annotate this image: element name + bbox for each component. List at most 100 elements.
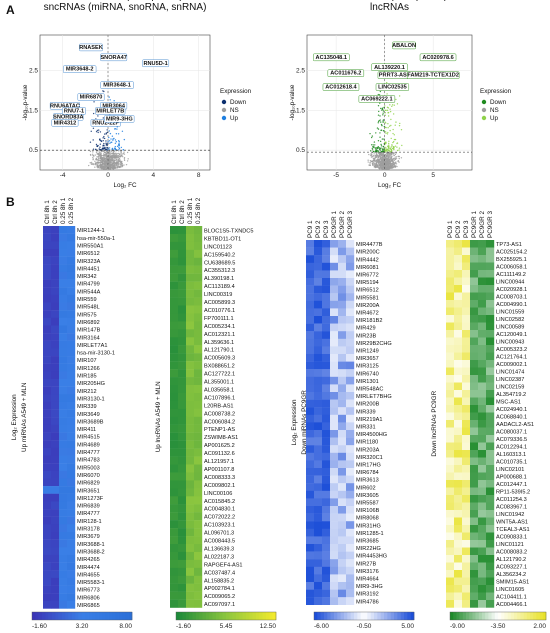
down-mirna-heatmap-cell	[322, 582, 331, 590]
up-lncrna-heatmap-cell	[186, 575, 195, 584]
snc-volcano-point	[113, 164, 115, 167]
down-lncrna-heatmap-cell	[446, 427, 455, 436]
up-lncrna-heatmap-cell	[178, 416, 187, 425]
lnc-volcano-point	[391, 104, 394, 106]
down-mirna-heatmap-cell	[314, 452, 323, 461]
up-lncrna-heatmap-cell	[178, 583, 187, 592]
lnc-volcano-point	[377, 165, 379, 167]
snc-volcano-point	[118, 160, 120, 163]
lnc-volcano-point	[394, 162, 397, 164]
down-lncrna-heatmap-row-label: LINC01605	[496, 587, 524, 593]
down-lncrna-heatmap-cell	[478, 427, 487, 436]
down-mirna-heatmap-cell	[338, 430, 347, 438]
down-lncrna-heatmap-cell	[462, 495, 471, 503]
down-mirna-heatmap-cell	[306, 460, 315, 469]
up-mirna-heatmap-col-header: Ctrl 8h 2	[52, 200, 59, 224]
up-lncrna-heatmap-cell	[186, 591, 195, 600]
up-mirna-heatmap-cell	[67, 248, 76, 257]
up-mirna-heatmap-cell	[51, 470, 60, 479]
snc-volcano-point	[116, 155, 118, 158]
down-mirna-heatmap-cell	[306, 316, 315, 324]
up-mirna-heatmap-cell	[51, 256, 60, 265]
up-lncrna-heatmap-cell	[186, 400, 195, 410]
snc-volcano-point	[92, 112, 95, 115]
down-lncrna-heatmap-cell	[470, 352, 479, 361]
snc-volcano-point	[113, 128, 116, 130]
down-lncrna-heatmap-row-label: AC010735.1	[496, 460, 527, 466]
up-mirna-heatmap-row-label: MIR3689B	[77, 419, 104, 425]
lnc-volcano-point	[382, 108, 384, 110]
lnc-volcano-point	[379, 121, 382, 123]
snc-volcano-point	[118, 146, 120, 149]
up-mirna-heatmap-cell	[43, 432, 52, 441]
up-lncrna-heatmap-cell	[178, 273, 187, 282]
snc-volcano-point	[122, 149, 125, 151]
down-mirna-heatmap-cell	[322, 285, 331, 294]
snc-volcano-point	[101, 160, 104, 163]
up-lncrna-heatmap-cell	[170, 440, 179, 449]
up-lncrna-heatmap-cell	[194, 512, 203, 521]
snc-volcano-point	[107, 140, 109, 143]
down-lncrna-heatmap-row-label: LINC02387	[496, 377, 524, 383]
down-mirna-heatmap-cell	[322, 240, 331, 248]
up-lncrna-heatmap-scale-step	[189, 612, 193, 620]
down-lncrna-heatmap-cell	[478, 405, 487, 413]
up-mirna-heatmap-cell	[67, 379, 76, 387]
lnc-volcano-point	[378, 164, 381, 167]
down-mirna-heatmap-cell	[322, 437, 331, 446]
down-mirna-heatmap-cell	[322, 528, 331, 537]
down-lncrna-heatmap-cell	[454, 420, 463, 428]
up-mirna-heatmap-cell	[67, 516, 76, 525]
down-mirna-heatmap-cell	[306, 536, 315, 545]
down-lncrna-heatmap-scale-step	[472, 612, 476, 620]
snc-volcano-point	[119, 163, 122, 166]
lnc-volcano-point	[378, 94, 381, 96]
lnc-volcano-point	[393, 149, 395, 151]
down-mirna-heatmap-row-label: MIR3657	[356, 356, 379, 362]
lnc-volcano-point	[370, 144, 373, 146]
snc-volcano-point	[113, 156, 116, 158]
snc-volcano-point	[97, 115, 99, 117]
down-lncrna-heatmap-cell	[446, 435, 455, 443]
up-lncrna-heatmap-cell	[186, 456, 195, 465]
down-mirna-heatmap-cell	[306, 574, 315, 583]
down-lncrna-heatmap-cell	[478, 592, 487, 601]
lnc-volcano-label-box	[358, 95, 396, 103]
down-mirna-heatmap-cell	[314, 437, 323, 446]
down-mirna-heatmap-cell	[338, 278, 347, 286]
down-lncrna-heatmap-cell	[478, 375, 487, 383]
up-mirna-heatmap-scale-step	[118, 612, 123, 620]
snc-volcano-point	[95, 157, 98, 160]
lnc-volcano-point	[401, 144, 403, 147]
up-mirna-heatmap-cell	[67, 394, 76, 403]
down-lncrna-heatmap-cell	[446, 495, 455, 503]
down-mirna-heatmap-row-label: MIR429	[356, 326, 376, 332]
snc-volcano-label: SNORD83A	[53, 114, 83, 120]
lnc-volcano-title: A549 + MLN (0.25 μM 8h)	[332, 0, 448, 2]
down-lncrna-heatmap-cell	[470, 570, 479, 578]
down-lncrna-heatmap-cell	[486, 285, 495, 293]
down-lncrna-heatmap-cell	[446, 555, 455, 563]
up-mirna-heatmap-cell	[67, 570, 76, 579]
up-mirna-heatmap-row-label: MIR6773	[77, 588, 100, 594]
up-mirna-heatmap-cell	[51, 317, 60, 326]
lnc-volcano-ylabel: -log₁₀p-value	[289, 84, 296, 120]
down-lncrna-heatmap-row-label: AC012447.1	[496, 482, 527, 488]
up-lncrna-heatmap-cell	[194, 504, 203, 513]
down-mirna-heatmap-scale-step	[330, 612, 335, 620]
up-lncrna-heatmap-cell	[194, 496, 203, 505]
up-mirna-heatmap-row-label: MIR6512	[77, 251, 100, 257]
up-lncrna-heatmap-cell	[194, 281, 203, 290]
lnc-volcano-point	[369, 150, 372, 152]
down-lncrna-heatmap-row-label: SMIM15-AS1	[496, 580, 529, 586]
lnc-volcano-point	[376, 163, 378, 165]
up-mirna-heatmap-row-label: MIR3649	[77, 412, 100, 418]
up-lncrna-heatmap-cell	[186, 551, 195, 561]
lnc-volcano-point	[387, 162, 389, 164]
down-lncrna-heatmap-cell	[470, 487, 479, 496]
lnc-volcano-point	[378, 158, 381, 161]
down-mirna-heatmap-cell	[346, 460, 355, 469]
down-mirna-heatmap-cell	[306, 270, 315, 279]
snc-volcano-point	[108, 130, 110, 132]
lnc-volcano-point	[379, 115, 381, 117]
